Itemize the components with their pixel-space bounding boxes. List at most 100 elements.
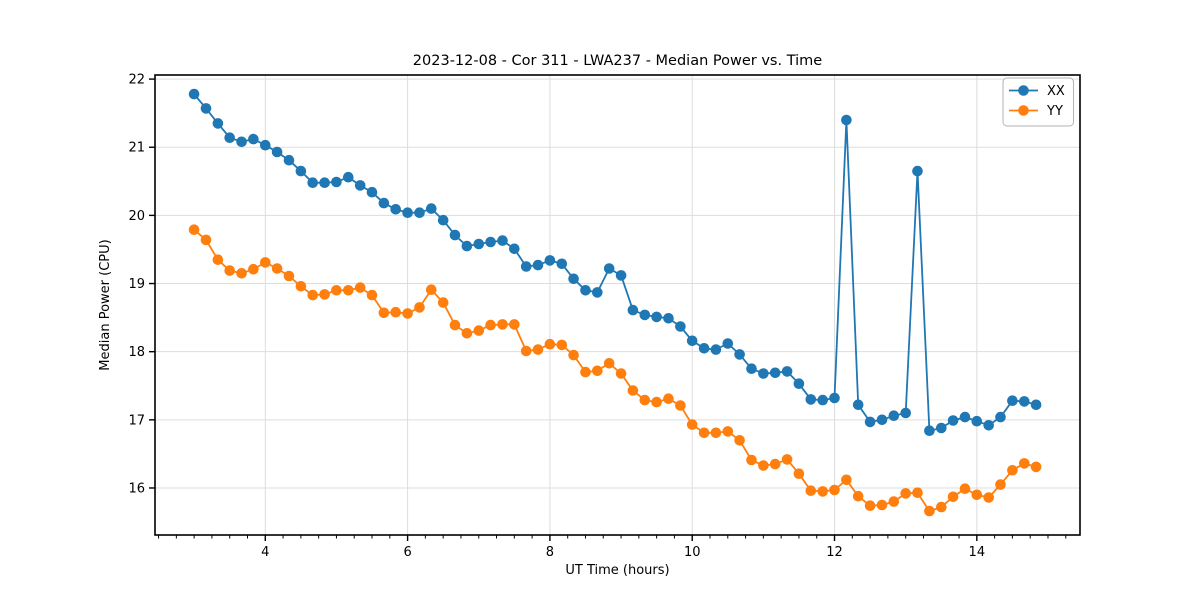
legend-label-XX: XX bbox=[1047, 84, 1065, 99]
data-point-YY bbox=[212, 254, 224, 265]
data-point-YY bbox=[200, 234, 212, 246]
data-point-YY bbox=[485, 319, 496, 331]
data-point-XX bbox=[378, 197, 390, 209]
data-point-XX bbox=[936, 422, 947, 434]
data-point-XX bbox=[639, 309, 651, 321]
data-point-YY bbox=[236, 268, 247, 279]
data-point-XX bbox=[734, 349, 745, 360]
data-point-YY bbox=[864, 500, 876, 512]
data-point-YY bbox=[580, 366, 591, 378]
x-tick-label: 6 bbox=[403, 545, 411, 560]
data-point-YY bbox=[698, 427, 710, 439]
data-point-YY bbox=[260, 257, 271, 268]
data-point-XX bbox=[449, 229, 461, 241]
data-point-YY bbox=[912, 487, 923, 499]
data-point-YY bbox=[437, 297, 449, 308]
data-point-XX bbox=[461, 240, 473, 252]
data-point-XX bbox=[224, 132, 235, 143]
data-point-XX bbox=[271, 146, 283, 158]
y-tick-label: 18 bbox=[128, 345, 145, 360]
data-point-YY bbox=[959, 483, 971, 495]
data-point-YY bbox=[295, 281, 307, 292]
data-point-YY bbox=[983, 492, 994, 503]
data-point-YY bbox=[651, 396, 662, 408]
data-point-XX bbox=[414, 207, 425, 218]
data-point-YY bbox=[544, 338, 556, 350]
data-point-YY bbox=[378, 307, 390, 319]
data-point-YY bbox=[781, 454, 793, 465]
legend-marker bbox=[1018, 105, 1029, 116]
data-point-YY bbox=[615, 368, 627, 379]
y-tick-label: 20 bbox=[128, 209, 145, 224]
data-point-XX bbox=[390, 204, 402, 215]
data-point-XX bbox=[497, 235, 508, 246]
data-point-XX bbox=[698, 343, 710, 354]
legend-label-YY: YY bbox=[1046, 104, 1063, 119]
data-point-XX bbox=[544, 255, 556, 266]
data-point-XX bbox=[556, 258, 568, 270]
data-series bbox=[188, 88, 1042, 517]
data-point-XX bbox=[485, 236, 496, 248]
y-tick-label: 21 bbox=[128, 141, 145, 156]
data-point-YY bbox=[769, 458, 781, 470]
data-point-XX bbox=[236, 136, 247, 148]
data-point-XX bbox=[947, 415, 959, 426]
data-point-XX bbox=[343, 171, 354, 183]
x-tick-label: 12 bbox=[826, 545, 843, 560]
y-tick-label: 19 bbox=[128, 277, 145, 292]
data-point-XX bbox=[188, 88, 200, 100]
legend: XX YY bbox=[1002, 77, 1074, 127]
y-axis-label: Median Power (CPU) bbox=[98, 239, 113, 370]
data-point-YY bbox=[473, 325, 485, 336]
data-point-XX bbox=[331, 176, 342, 188]
data-point-YY bbox=[627, 385, 639, 396]
x-tick-label: 4 bbox=[261, 545, 269, 560]
data-point-YY bbox=[319, 289, 330, 300]
data-point-XX bbox=[568, 273, 579, 285]
data-point-XX bbox=[603, 263, 615, 274]
data-point-YY bbox=[829, 484, 840, 496]
data-point-YY bbox=[461, 328, 473, 339]
data-point-XX bbox=[212, 118, 224, 129]
data-point-YY bbox=[639, 394, 651, 406]
data-point-YY bbox=[283, 270, 295, 282]
data-point-YY bbox=[556, 339, 568, 351]
data-point-YY bbox=[497, 319, 508, 330]
data-point-YY bbox=[876, 499, 888, 511]
data-point-YY bbox=[793, 468, 805, 480]
data-point-XX bbox=[354, 180, 366, 191]
data-point-XX bbox=[900, 407, 911, 419]
data-point-XX bbox=[864, 416, 876, 428]
data-point-YY bbox=[995, 479, 1006, 490]
data-point-YY bbox=[710, 427, 722, 439]
y-tick-label: 17 bbox=[128, 413, 145, 428]
data-point-YY bbox=[343, 285, 354, 296]
y-tick-label: 22 bbox=[128, 73, 145, 88]
data-point-XX bbox=[971, 415, 983, 427]
data-point-XX bbox=[592, 287, 603, 298]
data-point-YY bbox=[971, 489, 983, 501]
data-point-XX bbox=[248, 133, 259, 145]
data-point-YY bbox=[686, 419, 698, 430]
data-point-YY bbox=[675, 400, 686, 411]
data-point-YY bbox=[888, 496, 900, 507]
data-point-XX bbox=[829, 392, 840, 404]
data-point-YY bbox=[426, 284, 437, 296]
x-tick-label: 10 bbox=[684, 545, 701, 560]
data-point-XX bbox=[912, 165, 923, 177]
data-point-YY bbox=[817, 486, 828, 497]
data-point-XX bbox=[888, 410, 900, 422]
data-point-YY bbox=[936, 501, 947, 513]
data-point-YY bbox=[1019, 458, 1030, 469]
data-point-YY bbox=[924, 505, 935, 517]
data-point-XX bbox=[817, 394, 828, 406]
data-point-YY bbox=[947, 491, 959, 503]
data-point-YY bbox=[1007, 465, 1018, 476]
data-point-XX bbox=[663, 313, 674, 324]
data-point-XX bbox=[651, 311, 662, 323]
x-tick-label: 8 bbox=[546, 545, 554, 560]
data-point-YY bbox=[509, 319, 520, 330]
data-point-XX bbox=[473, 238, 485, 250]
